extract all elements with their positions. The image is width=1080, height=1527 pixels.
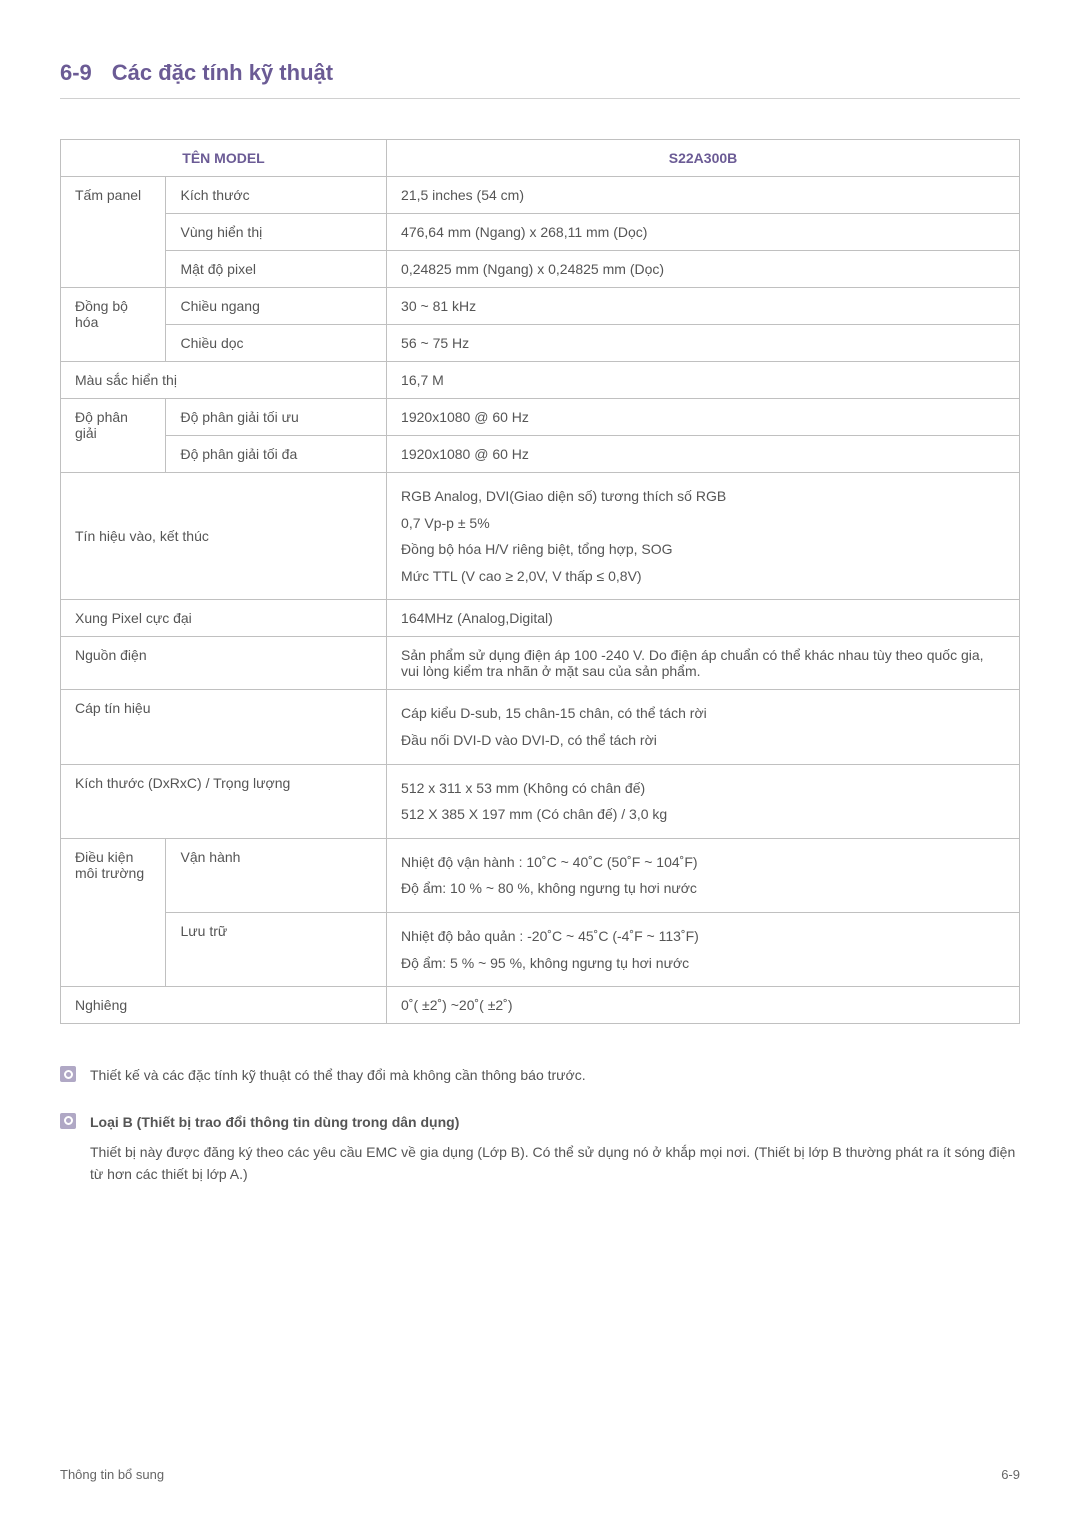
table-row: Đồng bộ hóa Chiều ngang 30 ~ 81 kHz: [61, 288, 1020, 325]
table-row: Xung Pixel cực đại 164MHz (Analog,Digita…: [61, 600, 1020, 637]
info-icon: [60, 1113, 76, 1129]
group-label: Xung Pixel cực đại: [61, 600, 387, 637]
table-row: Màu sắc hiển thị 16,7 M: [61, 362, 1020, 399]
table-row: Lưu trữ Nhiệt độ bảo quản : -20˚C ~ 45˚C…: [61, 912, 1020, 986]
spec-label: Chiều ngang: [166, 288, 387, 325]
page-footer: Thông tin bổ sung 6-9: [60, 1467, 1020, 1482]
table-row: Mật độ pixel 0,24825 mm (Ngang) x 0,2482…: [61, 251, 1020, 288]
spec-value: 30 ~ 81 kHz: [387, 288, 1020, 325]
spec-label: Chiều dọc: [166, 325, 387, 362]
group-label: Nguồn điện: [61, 637, 387, 690]
group-label: Nghiêng: [61, 987, 387, 1024]
table-row: Vùng hiển thị 476,64 mm (Ngang) x 268,11…: [61, 214, 1020, 251]
spec-value: 476,64 mm (Ngang) x 268,11 mm (Dọc): [387, 214, 1020, 251]
table-row: Điều kiện môi trường Vận hành Nhiệt độ v…: [61, 838, 1020, 912]
value-line: Nhiệt độ bảo quản : -20˚C ~ 45˚C (-4˚F ~…: [401, 923, 1005, 950]
table-header-name: TÊN MODEL: [61, 140, 387, 177]
table-row: Nghiêng 0˚( ±2˚) ~20˚( ±2˚): [61, 987, 1020, 1024]
spec-value: Nhiệt độ vận hành : 10˚C ~ 40˚C (50˚F ~ …: [387, 838, 1020, 912]
table-row: Độ phân giải Độ phân giải tối ưu 1920x10…: [61, 399, 1020, 436]
value-line: 512 X 385 X 197 mm (Có chân đế) / 3,0 kg: [401, 801, 1005, 828]
spec-label: Độ phân giải tối ưu: [166, 399, 387, 436]
spec-value: Cáp kiểu D-sub, 15 chân-15 chân, có thể …: [387, 690, 1020, 764]
group-label: Màu sắc hiển thị: [61, 362, 387, 399]
group-label: Tín hiệu vào, kết thúc: [61, 473, 387, 600]
spec-label: Mật độ pixel: [166, 251, 387, 288]
spec-value: 56 ~ 75 Hz: [387, 325, 1020, 362]
notes-section: Thiết kế và các đặc tính kỹ thuật có thể…: [60, 1064, 1020, 1186]
group-label: Độ phân giải: [61, 399, 166, 473]
info-icon: [60, 1066, 76, 1082]
note-item: Thiết kế và các đặc tính kỹ thuật có thể…: [60, 1064, 1020, 1086]
table-header-model: S22A300B: [387, 140, 1020, 177]
group-label: Đồng bộ hóa: [61, 288, 166, 362]
table-row: Nguồn điện Sản phẩm sử dụng điện áp 100 …: [61, 637, 1020, 690]
spec-label: Vận hành: [166, 838, 387, 912]
spec-value: 512 x 311 x 53 mm (Không có chân đế) 512…: [387, 764, 1020, 838]
spec-label: Vùng hiển thị: [166, 214, 387, 251]
value-line: Đồng bộ hóa H/V riêng biệt, tổng hợp, SO…: [401, 536, 1005, 563]
spec-value: Sản phẩm sử dụng điện áp 100 -240 V. Do …: [387, 637, 1020, 690]
section-title: Các đặc tính kỹ thuật: [112, 60, 333, 86]
table-row: Tín hiệu vào, kết thúc RGB Analog, DVI(G…: [61, 473, 1020, 600]
table-row: Cáp tín hiệu Cáp kiểu D-sub, 15 chân-15 …: [61, 690, 1020, 764]
table-row: Độ phân giải tối đa 1920x1080 @ 60 Hz: [61, 436, 1020, 473]
value-line: Cáp kiểu D-sub, 15 chân-15 chân, có thể …: [401, 700, 1005, 727]
spec-value: 1920x1080 @ 60 Hz: [387, 436, 1020, 473]
footer-left: Thông tin bổ sung: [60, 1467, 164, 1482]
spec-value: 21,5 inches (54 cm): [387, 177, 1020, 214]
spec-value: Nhiệt độ bảo quản : -20˚C ~ 45˚C (-4˚F ~…: [387, 912, 1020, 986]
spec-value: 16,7 M: [387, 362, 1020, 399]
spec-value: 164MHz (Analog,Digital): [387, 600, 1020, 637]
section-number: 6-9: [60, 60, 92, 86]
note-content: Loại B (Thiết bị trao đổi thông tin dùng…: [90, 1111, 1020, 1186]
spec-label: Độ phân giải tối đa: [166, 436, 387, 473]
note-title: Loại B (Thiết bị trao đổi thông tin dùng…: [90, 1111, 1020, 1133]
value-line: 0,7 Vp-p ± 5%: [401, 510, 1005, 537]
value-line: Mức TTL (V cao ≥ 2,0V, V thấp ≤ 0,8V): [401, 563, 1005, 590]
group-label: Kích thước (DxRxC) / Trọng lượng: [61, 764, 387, 838]
value-line: Độ ẩm: 5 % ~ 95 %, không ngưng tụ hơi nư…: [401, 950, 1005, 977]
group-label: Tấm panel: [61, 177, 166, 288]
spec-label: Kích thước: [166, 177, 387, 214]
note-item: Loại B (Thiết bị trao đổi thông tin dùng…: [60, 1111, 1020, 1186]
note-body: Thiết bị này được đăng ký theo các yêu c…: [90, 1141, 1020, 1186]
footer-right: 6-9: [1001, 1467, 1020, 1482]
group-label: Cáp tín hiệu: [61, 690, 387, 764]
table-row: Kích thước (DxRxC) / Trọng lượng 512 x 3…: [61, 764, 1020, 838]
note-text: Thiết kế và các đặc tính kỹ thuật có thể…: [90, 1064, 1020, 1086]
value-line: Đầu nối DVI-D vào DVI-D, có thể tách rời: [401, 727, 1005, 754]
value-line: RGB Analog, DVI(Giao diện số) tương thíc…: [401, 483, 1005, 510]
value-line: Độ ẩm: 10 % ~ 80 %, không ngưng tụ hơi n…: [401, 875, 1005, 902]
spec-value: 0˚( ±2˚) ~20˚( ±2˚): [387, 987, 1020, 1024]
value-line: 512 x 311 x 53 mm (Không có chân đế): [401, 775, 1005, 802]
spec-label: Lưu trữ: [166, 912, 387, 986]
group-label: Điều kiện môi trường: [61, 838, 166, 986]
spec-table: TÊN MODEL S22A300B Tấm panel Kích thước …: [60, 139, 1020, 1024]
section-header: 6-9 Các đặc tính kỹ thuật: [60, 60, 1020, 99]
value-line: Nhiệt độ vận hành : 10˚C ~ 40˚C (50˚F ~ …: [401, 849, 1005, 876]
table-row: Chiều dọc 56 ~ 75 Hz: [61, 325, 1020, 362]
spec-value: RGB Analog, DVI(Giao diện số) tương thíc…: [387, 473, 1020, 600]
spec-value: 0,24825 mm (Ngang) x 0,24825 mm (Dọc): [387, 251, 1020, 288]
table-row: Tấm panel Kích thước 21,5 inches (54 cm): [61, 177, 1020, 214]
spec-value: 1920x1080 @ 60 Hz: [387, 399, 1020, 436]
